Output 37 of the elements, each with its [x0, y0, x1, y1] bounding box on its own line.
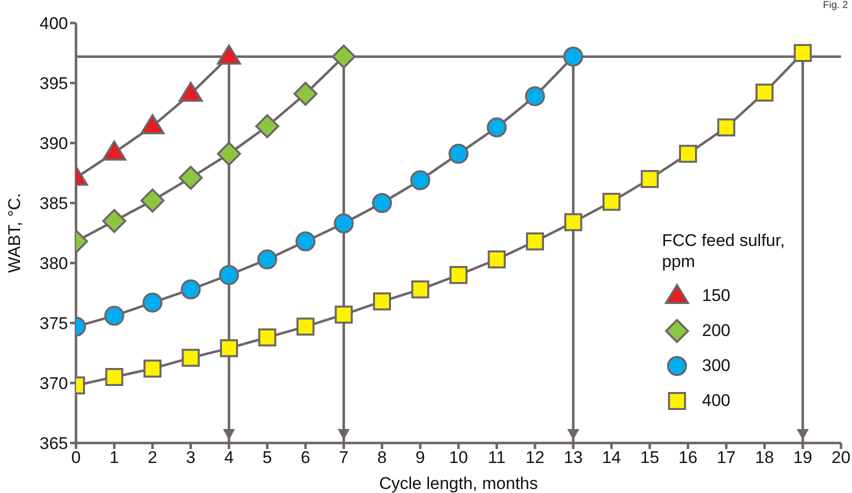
- legend-label: 150: [702, 285, 730, 306]
- x-tick-label: 15: [640, 448, 660, 468]
- legend-title: FCC feed sulfur, ppm: [662, 230, 786, 272]
- legend-label: 200: [702, 320, 730, 341]
- x-tick-label: 3: [186, 448, 196, 468]
- x-tick-label: 18: [755, 448, 774, 468]
- x-tick-label: 11: [488, 448, 506, 468]
- x-tick-label: 13: [564, 448, 583, 468]
- y-tick-label: 400: [40, 14, 68, 34]
- y-axis-title: WABT, °C.: [5, 193, 24, 273]
- x-tick-label: 19: [793, 448, 812, 468]
- x-tick-label: 1: [110, 448, 119, 468]
- y-tick-label: 395: [40, 74, 68, 94]
- x-tick-label: 12: [526, 448, 544, 468]
- legend-label: 400: [702, 390, 730, 411]
- x-tick-label: 0: [71, 448, 81, 468]
- x-tick-label: 16: [678, 448, 698, 468]
- y-tick-label: 385: [40, 194, 68, 214]
- y-tick-label: 375: [40, 314, 68, 334]
- x-tick-label: 14: [602, 448, 621, 468]
- y-tick-label: 370: [40, 374, 68, 394]
- x-tick-label: 5: [262, 448, 272, 468]
- x-tick-label: 7: [339, 448, 348, 468]
- legend-label: 300: [702, 355, 730, 376]
- y-tick-label: 390: [40, 134, 68, 154]
- x-tick-label: 17: [716, 448, 736, 468]
- caption: Fig. 2: [822, 0, 848, 11]
- x-tick-label: 2: [148, 448, 158, 468]
- x-tick-label: 6: [300, 448, 310, 468]
- x-tick-label: 4: [224, 448, 234, 468]
- x-tick-label: 8: [377, 448, 387, 468]
- x-tick-label: 10: [449, 448, 468, 468]
- y-tick-label: 365: [40, 434, 68, 454]
- y-tick-label: 380: [40, 254, 68, 274]
- x-tick-label: 9: [416, 448, 425, 468]
- x-tick-label: 20: [832, 448, 850, 468]
- x-axis-title: Cycle length, months: [379, 474, 538, 493]
